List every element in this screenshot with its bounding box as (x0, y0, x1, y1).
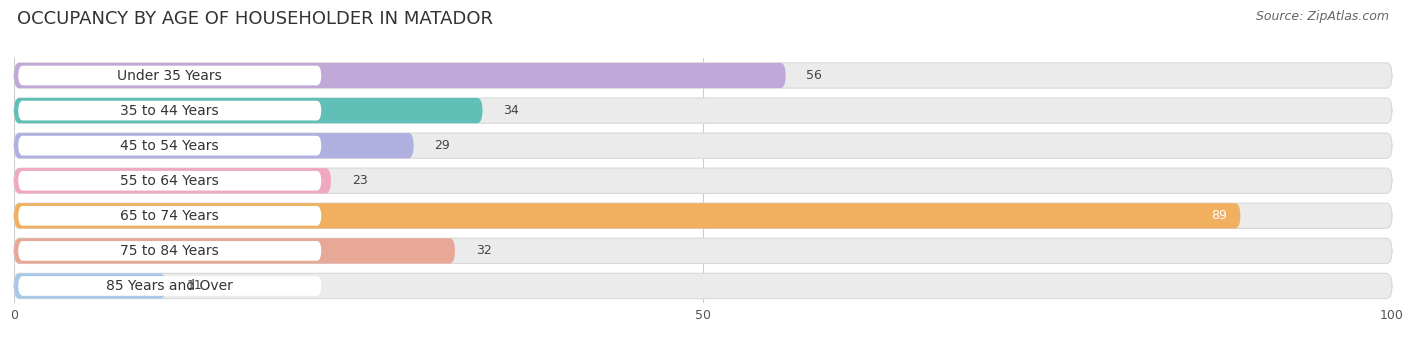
FancyBboxPatch shape (14, 238, 1392, 264)
FancyBboxPatch shape (14, 63, 786, 88)
Text: 34: 34 (503, 104, 519, 117)
Text: 11: 11 (186, 280, 202, 293)
FancyBboxPatch shape (18, 136, 322, 155)
FancyBboxPatch shape (18, 206, 322, 226)
FancyBboxPatch shape (14, 168, 1392, 193)
FancyBboxPatch shape (14, 63, 1392, 88)
FancyBboxPatch shape (18, 101, 322, 120)
FancyBboxPatch shape (14, 273, 166, 299)
FancyBboxPatch shape (14, 133, 413, 158)
Text: Under 35 Years: Under 35 Years (117, 69, 222, 83)
Text: Source: ZipAtlas.com: Source: ZipAtlas.com (1256, 10, 1389, 23)
Text: 45 to 54 Years: 45 to 54 Years (121, 139, 219, 153)
FancyBboxPatch shape (14, 168, 330, 193)
FancyBboxPatch shape (14, 203, 1240, 228)
Text: OCCUPANCY BY AGE OF HOUSEHOLDER IN MATADOR: OCCUPANCY BY AGE OF HOUSEHOLDER IN MATAD… (17, 10, 494, 28)
FancyBboxPatch shape (18, 66, 322, 85)
Text: 85 Years and Over: 85 Years and Over (107, 279, 233, 293)
FancyBboxPatch shape (14, 273, 1392, 299)
FancyBboxPatch shape (14, 98, 482, 123)
Text: 89: 89 (1211, 209, 1226, 222)
FancyBboxPatch shape (18, 171, 322, 191)
Text: 65 to 74 Years: 65 to 74 Years (121, 209, 219, 223)
Text: 29: 29 (434, 139, 450, 152)
FancyBboxPatch shape (14, 238, 456, 264)
Text: 56: 56 (807, 69, 823, 82)
Text: 75 to 84 Years: 75 to 84 Years (121, 244, 219, 258)
Text: 35 to 44 Years: 35 to 44 Years (121, 104, 219, 118)
FancyBboxPatch shape (14, 133, 1392, 158)
FancyBboxPatch shape (14, 203, 1392, 228)
Text: 23: 23 (352, 174, 367, 187)
FancyBboxPatch shape (18, 276, 322, 296)
FancyBboxPatch shape (14, 98, 1392, 123)
Text: 32: 32 (475, 244, 492, 257)
Text: 55 to 64 Years: 55 to 64 Years (121, 174, 219, 188)
FancyBboxPatch shape (18, 241, 322, 261)
